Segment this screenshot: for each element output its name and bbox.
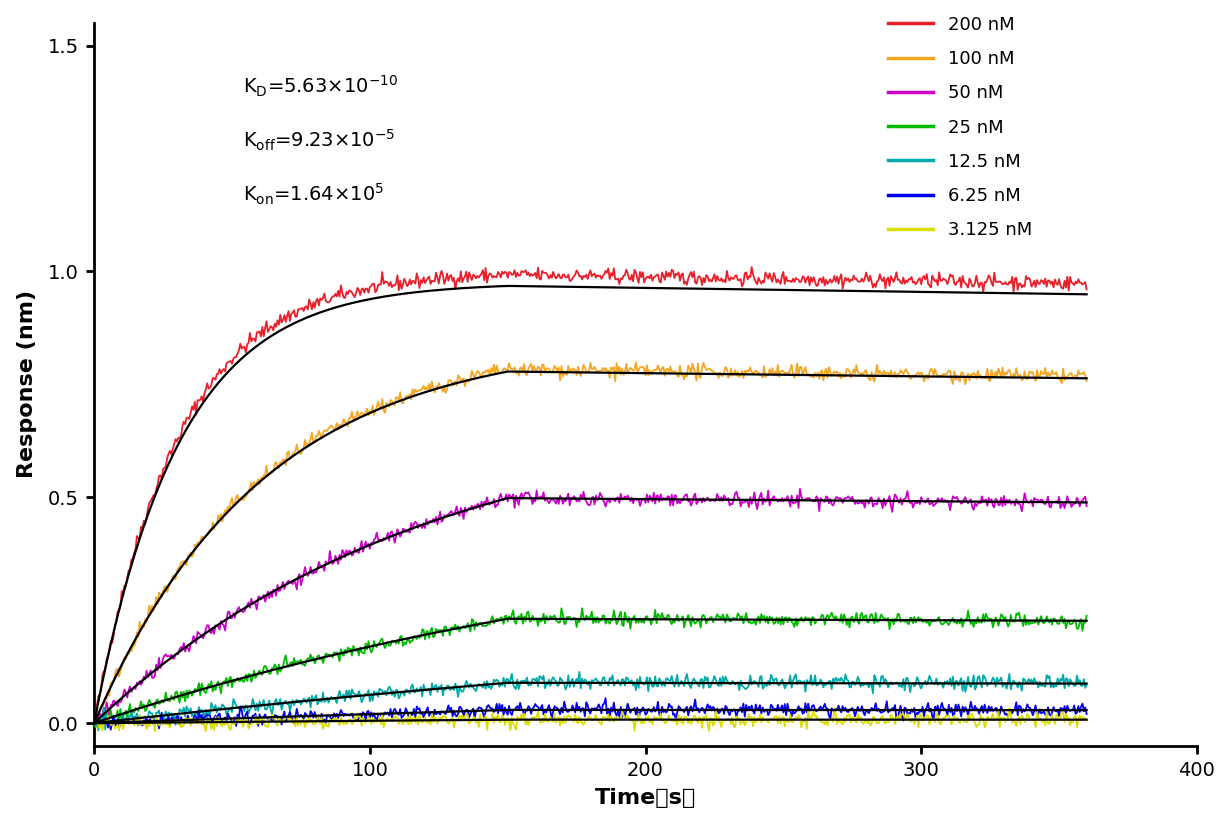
X-axis label: Time（s）: Time（s） (595, 789, 696, 808)
Text: K$_\mathrm{off}$=9.23×10$^{-5}$: K$_\mathrm{off}$=9.23×10$^{-5}$ (243, 128, 395, 153)
Y-axis label: Response (nm): Response (nm) (17, 290, 37, 478)
Text: K$_\mathrm{D}$=5.63×10$^{-10}$: K$_\mathrm{D}$=5.63×10$^{-10}$ (243, 73, 398, 99)
Text: K$_\mathrm{on}$=1.64×10$^{5}$: K$_\mathrm{on}$=1.64×10$^{5}$ (243, 182, 384, 207)
Legend: 200 nM, 100 nM, 50 nM, 25 nM, 12.5 nM, 6.25 nM, 3.125 nM: 200 nM, 100 nM, 50 nM, 25 nM, 12.5 nM, 6… (888, 16, 1032, 239)
